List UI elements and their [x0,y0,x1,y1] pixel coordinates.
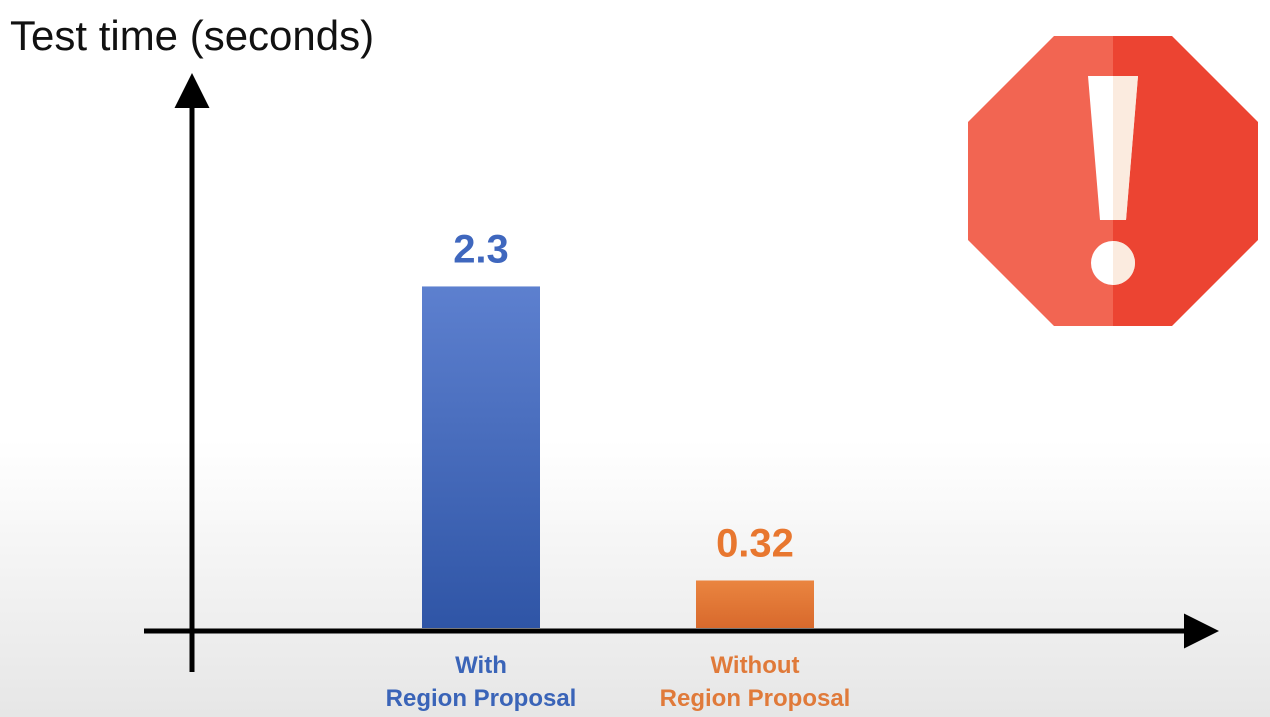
category-label-1-line-0: Without [710,652,799,679]
category-label-0-line-0: With [455,652,507,679]
stop-sign-exclamation-icon [968,36,1258,326]
bar-1 [696,580,814,628]
chart-title: Test time (seconds) [10,12,375,59]
category-label-1-line-1: Region Proposal [660,685,851,712]
bar-0 [422,286,540,628]
data-label-0: 2.3 [453,227,509,271]
bars-layer: 2.3 With Region Proposal 0.32 Without Region … [386,227,851,712]
category-label-0-line-1: Region Proposal [386,685,577,712]
data-label-1: 0.32 [716,521,794,565]
